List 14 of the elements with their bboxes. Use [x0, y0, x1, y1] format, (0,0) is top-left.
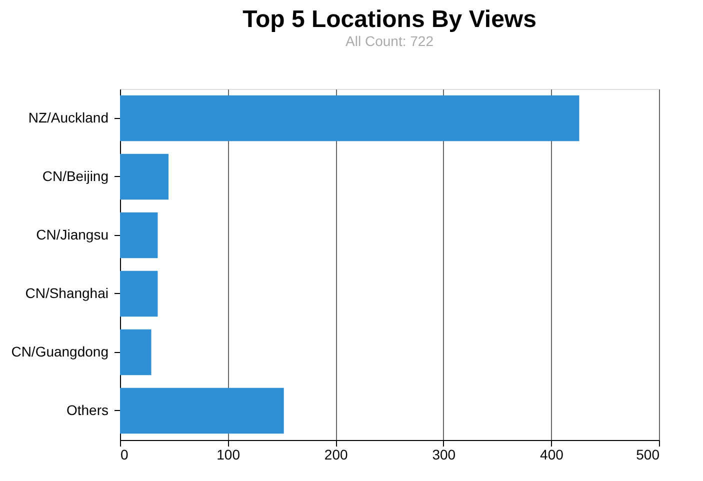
- y-tick-label: CN/Beijing: [42, 168, 108, 184]
- x-tick-label: 500: [636, 446, 660, 462]
- y-tick-label: NZ/Auckland: [28, 109, 108, 126]
- x-tick-label: 400: [540, 446, 564, 462]
- chart-subtitle: All Count: 722: [346, 33, 434, 49]
- y-tick-label: CN/Shanghai: [25, 284, 108, 301]
- x-tick-label: 300: [432, 446, 456, 462]
- y-tick-label: CN/Jiangsu: [36, 226, 108, 242]
- chart-title: Top 5 Locations By Views: [242, 6, 536, 33]
- y-tick-label: Others: [66, 402, 108, 418]
- x-tick-label: 100: [216, 446, 240, 462]
- y-tick-label: CN/Guangdong: [11, 343, 108, 360]
- x-tick-label: 0: [120, 446, 128, 462]
- x-tick-label: 200: [324, 446, 348, 462]
